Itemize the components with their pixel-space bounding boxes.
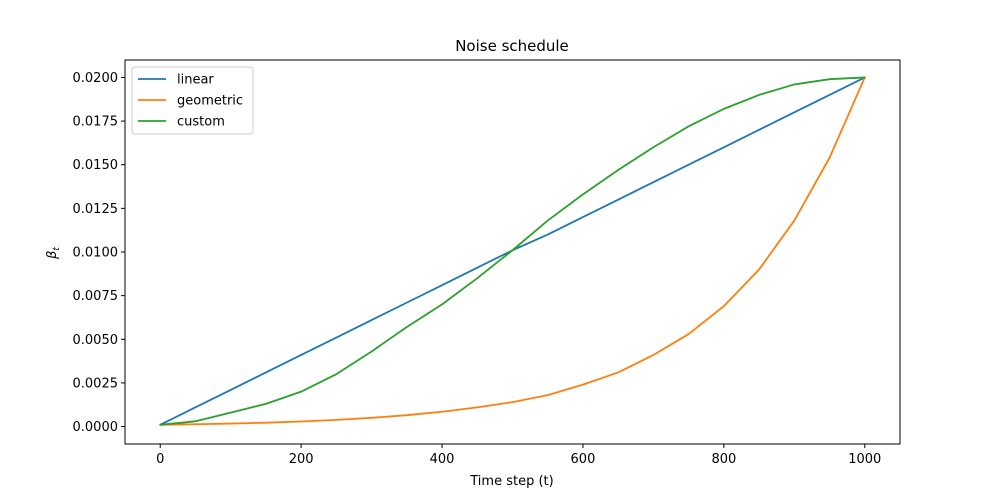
y-tick-label: 0.0175: [73, 115, 119, 130]
x-axis: 0 200 400 600 800 1000: [156, 444, 881, 467]
y-tick-label: 0.0025: [73, 376, 119, 391]
legend-box: [131, 66, 254, 135]
x-tick-label: 200: [289, 452, 314, 467]
y-tick-label: 0.0125: [73, 202, 119, 217]
y-tick-label: 0.0075: [73, 289, 119, 304]
series-line-custom: [159, 76, 866, 426]
y-axis-label-base: β: [45, 251, 60, 260]
y-tick-label: 0.0100: [73, 246, 119, 261]
y-tick-label: 0.0200: [73, 71, 119, 86]
x-tick-label: 600: [571, 452, 596, 467]
y-axis: 0.0000 0.0025 0.0050 0.0075 0.0100 0.0125 0.01…: [73, 71, 125, 435]
legend-entry-custom: custom: [177, 115, 225, 130]
legend-entry-linear: linear: [177, 73, 214, 88]
y-tick-label: 0.0050: [73, 333, 119, 348]
series-layer: [159, 76, 866, 426]
x-tick-label: 400: [430, 452, 455, 467]
x-tick-label: 800: [711, 452, 736, 467]
y-axis-label-sub: t: [52, 247, 62, 251]
series-line-geometric: [159, 76, 866, 426]
y-tick-label: 0.0150: [73, 158, 119, 173]
y-axis-label: βt: [45, 247, 62, 260]
y-tick-label: 0.0000: [73, 420, 119, 435]
legend: linear geometric custom: [131, 66, 254, 135]
x-axis-label: Time step (t): [469, 474, 553, 489]
chart-title: Noise schedule: [455, 37, 569, 55]
x-tick-label: 1000: [848, 452, 881, 467]
legend-entry-geometric: geometric: [177, 94, 243, 109]
x-tick-label: 0: [156, 452, 164, 467]
